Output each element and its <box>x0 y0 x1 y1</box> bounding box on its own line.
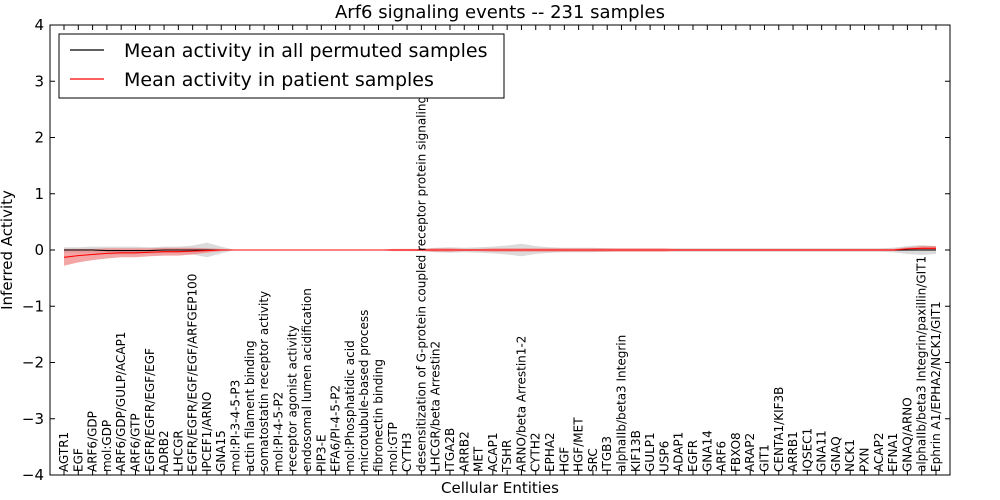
x-category-label: ITGB3 <box>600 436 614 472</box>
y-tick-label: −2 <box>22 354 44 372</box>
x-category-label: AGTR1 <box>57 432 71 472</box>
x-category-label: EPHA2 <box>543 432 557 472</box>
x-category-label: ITGA2B <box>443 428 457 472</box>
legend-label-patient: Mean activity in patient samples <box>124 69 434 91</box>
x-category-label: GNA15 <box>214 430 228 472</box>
x-category-label: ARRB1 <box>786 431 800 472</box>
x-category-label: CYTH3 <box>400 433 414 473</box>
x-category-label: GULP1 <box>643 432 657 472</box>
x-category-label: mol:PI-4-5-P2 <box>271 392 285 472</box>
x-category-label: EGF <box>71 448 85 472</box>
x-axis-title: Cellular Entities <box>441 479 559 497</box>
x-category-label: EGFR/EGFR/EGF/EGF <box>143 348 157 472</box>
x-category-label: actin filament binding <box>243 340 257 472</box>
y-tick-label: −4 <box>22 466 44 484</box>
legend-box <box>58 33 505 99</box>
series-band-1 <box>64 246 936 266</box>
x-category-label: EFNA1 <box>886 433 900 472</box>
x-category-label: endosomal lumen acidification <box>300 288 314 472</box>
x-category-label: ARAP2 <box>743 433 757 472</box>
x-category-label: GNA11 <box>815 430 829 472</box>
x-category-label: HGF/MET <box>572 417 586 472</box>
x-category-label: ARF6 <box>715 441 729 472</box>
x-category-label: EGFR <box>686 440 700 472</box>
x-category-label: ADRB2 <box>157 430 171 472</box>
legend-label-permuted: Mean activity in all permuted samples <box>124 40 487 62</box>
x-category-label: alphaIIb/beta3 Integrin/paxillin/GIT1 <box>915 256 929 472</box>
y-tick-label: 1 <box>34 185 44 203</box>
x-category-label: mol:GTP <box>386 422 400 472</box>
x-category-label: SRC <box>586 448 600 472</box>
x-category-label: ACAP1 <box>486 433 500 472</box>
x-category-label: PXN <box>858 448 872 472</box>
y-tick-label: 0 <box>34 241 44 259</box>
x-category-label: USP6 <box>657 441 671 472</box>
x-category-label: MET <box>472 446 486 472</box>
x-category-label: GNAQ <box>829 436 843 472</box>
x-category-label: IQSEC1 <box>800 428 814 472</box>
x-category-label: ARF6/GDP <box>86 411 100 472</box>
x-category-label: desensitization of G-protein coupled rec… <box>414 41 428 472</box>
series-line-1 <box>63 247 936 258</box>
y-axis-title: Inferred Activity <box>0 190 16 310</box>
x-category-label: ACAP2 <box>872 433 886 472</box>
x-category-label: Ephrin A1/EPHA2/NCK1/GIT1 <box>929 301 943 472</box>
y-tick-label: −1 <box>22 297 44 315</box>
x-category-label: TSHR <box>500 440 514 473</box>
x-category-label: ARF6/GDP/GULP/ACAP1 <box>114 332 128 472</box>
x-category-label: CYTH2 <box>529 433 543 473</box>
x-category-label: fibronectin binding <box>371 359 385 472</box>
x-category-label: NCK1 <box>843 439 857 472</box>
bands-layer <box>64 242 936 266</box>
y-tick-label: 4 <box>34 16 44 34</box>
x-category-label: ARNO/beta Arrestin1-2 <box>514 336 528 472</box>
x-category-label: FBXO8 <box>729 432 743 472</box>
x-category-label: mol:PI-3-4-5-P3 <box>229 380 243 472</box>
x-category-label: GIT1 <box>757 444 771 472</box>
x-category-label: mol:GDP <box>100 420 114 472</box>
legend: Mean activity in all permuted samples Me… <box>58 33 505 99</box>
x-category-label: EGFR/EGFR/EGF/EGF/ARFGEP100 <box>186 274 200 472</box>
x-category-label: LHCGR/beta Arrestin2 <box>429 341 443 472</box>
x-category-label: mol:Phosphatidic acid <box>343 340 357 472</box>
x-category-label: GNAQ/ARNO <box>900 397 914 472</box>
x-category-label: EFA6/PI-4-5-P2 <box>329 385 343 472</box>
x-axis: AGTR1 EGF ARF6/GDP mol:GDP ARF6/GDP/GULP/ACA… <box>57 25 943 475</box>
y-tick-label: −3 <box>22 410 44 428</box>
x-category-label: ARRB2 <box>457 431 471 472</box>
x-category-label: microtubule-based process <box>357 310 371 472</box>
x-category-label: ARF6/GTP <box>128 413 142 472</box>
x-category-label: GNA14 <box>700 430 714 472</box>
x-category-label: HGF <box>557 447 571 472</box>
x-category-label: receptor agonist activity <box>286 325 300 472</box>
x-category-label: LHCGR <box>171 430 185 472</box>
y-axis: 4 3 2 1 0 −1 −2 −3 −4 <box>22 16 950 484</box>
x-category-label: PIP3-E <box>314 434 328 472</box>
chart-title: Arf6 signaling events -- 231 samples <box>335 2 665 23</box>
x-category-label: KIF13B <box>629 430 643 472</box>
x-category-label: ADAP1 <box>672 432 686 472</box>
x-category-label: alphaIIb/beta3 Integrin <box>615 335 629 472</box>
x-category-label: somatostatin receptor activity <box>257 291 271 472</box>
y-tick-label: 3 <box>34 72 44 90</box>
lines-layer <box>63 247 936 258</box>
x-category-label: IPCEF1/ARNO <box>200 392 214 472</box>
x-category-label: CENTA1/KIF3B <box>772 387 786 472</box>
y-tick-label: 2 <box>34 129 44 147</box>
